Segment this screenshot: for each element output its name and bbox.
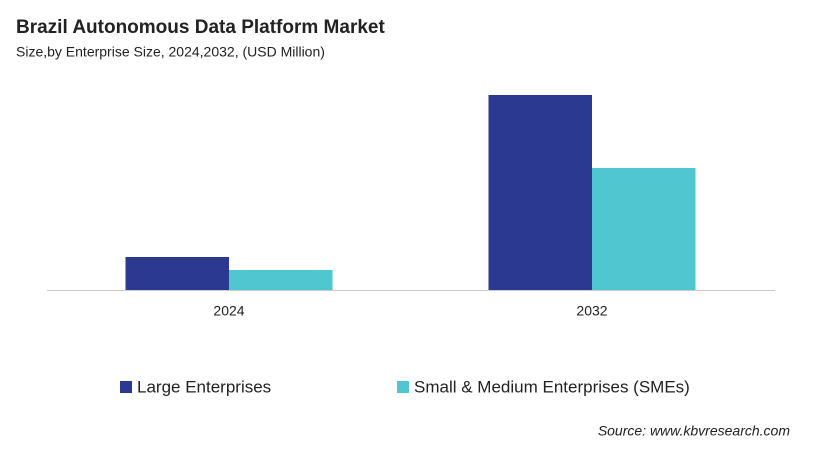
source: Source: www.kbvresearch.com [598, 423, 791, 439]
bar [488, 95, 592, 290]
bar [229, 270, 333, 290]
legend-label: Large Enterprises [137, 377, 271, 396]
chart-subtitle: Size,by Enterprise Size, 2024,2032, (USD… [16, 44, 325, 60]
legend-swatch [397, 381, 409, 393]
legend-swatch [120, 381, 132, 393]
bar [125, 257, 229, 290]
legend-label: Small & Medium Enterprises (SMEs) [414, 377, 690, 396]
x-tick-label: 2032 [576, 303, 607, 319]
bar [592, 168, 696, 290]
x-tick-label: 2024 [213, 303, 244, 319]
chart-title: Brazil Autonomous Data Platform Market [16, 17, 385, 38]
